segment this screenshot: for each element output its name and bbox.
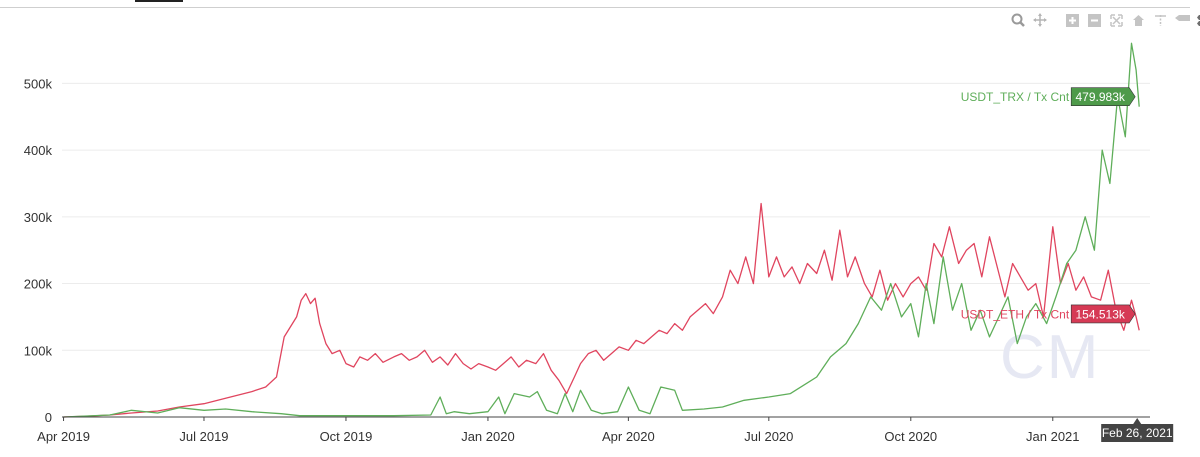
y-tick-label: 300k — [24, 210, 53, 225]
series-line-usdt-trx — [63, 42, 1140, 418]
y-tick-label: 0 — [45, 410, 52, 425]
x-tick-label: Apr 2020 — [602, 429, 655, 444]
y-tick-label: 400k — [24, 143, 53, 158]
x-tick-label: Jan 2020 — [461, 429, 515, 444]
x-tick-label: Jul 2019 — [179, 429, 228, 444]
series-line-usdt-eth — [63, 202, 1140, 418]
hover-series-name: USDT_ETH / Tx Cnt — [961, 307, 1070, 321]
hover-value-badge — [1070, 304, 1136, 324]
zoom-in-icon[interactable] — [1064, 12, 1080, 28]
pan-icon[interactable] — [1032, 12, 1048, 28]
x-tick-label: Oct 2019 — [320, 429, 373, 444]
x-tick-label: Jan 2021 — [1026, 429, 1080, 444]
hover-series-name: USDT_TRX / Tx Cnt — [961, 90, 1070, 104]
series-lines — [63, 42, 1140, 418]
x-tick-label: Jul 2020 — [744, 429, 793, 444]
zoom-icon[interactable] — [1010, 12, 1026, 28]
y-axis-ticks: 0 100k 200k 300k 400k 500k — [24, 76, 53, 425]
x-tick-label: Apr 2019 — [37, 429, 90, 444]
watermark: CM — [1000, 323, 1100, 392]
x-axis-ticks: Apr 2019 Jul 2019 Oct 2019 Jan 2020 Apr 2020… — [37, 417, 1080, 444]
hover-date-badge — [1101, 418, 1174, 442]
hover-value: 154.513k — [1076, 307, 1126, 321]
y-tick-label: 500k — [24, 76, 53, 91]
compare-icon[interactable] — [1174, 12, 1190, 28]
hover-date-label: Feb 26, 2021 — [1102, 426, 1173, 440]
hover-labels: 154.513k USDT_ETH / Tx Cnt 479.983k USDT_TR… — [961, 87, 1174, 442]
reset-icon[interactable] — [1130, 12, 1146, 28]
x-tick-label: Oct 2020 — [884, 429, 937, 444]
hover-value-badge — [1070, 87, 1136, 107]
y-tick-label: 100k — [24, 343, 53, 358]
spike-icon[interactable] — [1152, 12, 1168, 28]
hover-closest-icon[interactable] — [1196, 12, 1200, 28]
y-tick-label: 200k — [24, 277, 53, 292]
gridlines — [62, 82, 1150, 351]
hover-value: 479.983k — [1076, 90, 1126, 104]
header-divider — [0, 7, 1190, 8]
zoom-out-icon[interactable] — [1086, 12, 1102, 28]
chart-toolbar — [1010, 10, 1200, 30]
autoscale-icon[interactable] — [1108, 12, 1124, 28]
active-tab-indicator — [135, 0, 183, 2]
